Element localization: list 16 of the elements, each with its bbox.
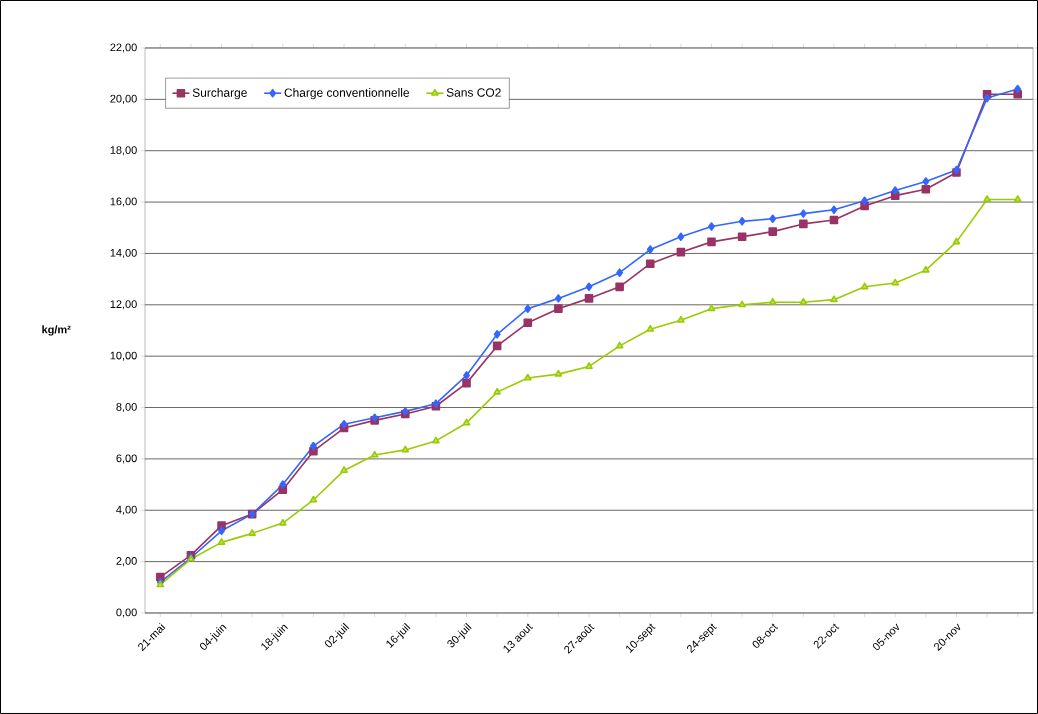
y-tick-label: 22,00: [110, 43, 137, 53]
y-tick-label: 0,00: [116, 608, 137, 618]
y-tick-label: 6,00: [116, 454, 137, 464]
y-axis-title: kg/m²: [42, 325, 71, 336]
y-tick-label: 12,00: [110, 300, 137, 310]
legend-label: Charge conventionnelle: [284, 88, 410, 100]
legend-label: Surcharge: [192, 88, 247, 100]
y-tick-label: 4,00: [116, 505, 137, 515]
y-tick-label: 20,00: [110, 94, 137, 104]
y-tick-label: 2,00: [116, 557, 137, 567]
y-tick-label: 18,00: [110, 146, 137, 156]
y-tick-label: 10,00: [110, 351, 137, 361]
y-tick-label: 8,00: [116, 403, 137, 413]
y-tick-label: 16,00: [110, 197, 137, 207]
legend-label: Sans CO2: [446, 88, 501, 97]
y-tick-label: 14,00: [110, 248, 137, 258]
